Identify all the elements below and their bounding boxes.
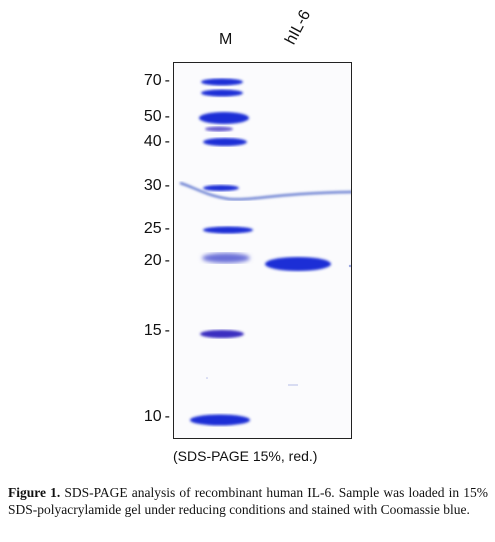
ladder-band-20 [202, 253, 250, 263]
ladder-band-70 [201, 78, 243, 86]
marker-label-20: 20- [143, 252, 170, 269]
marker-label-30: 30- [143, 177, 170, 194]
ladder-band-45 [205, 126, 233, 132]
ladder-band-30 [203, 185, 239, 191]
ladder-band-60 [201, 89, 243, 97]
marker-label-70: 70- [143, 72, 170, 89]
ladder-band-40 [203, 138, 247, 146]
marker-label-25: 25- [143, 220, 170, 237]
figure-caption: Figure 1. SDS-PAGE analysis of recombina… [8, 484, 488, 518]
ladder-band-25 [203, 226, 253, 234]
gel-speck [206, 377, 208, 379]
sample-band-il6 [265, 257, 331, 271]
marker-label-10: 10- [143, 408, 170, 425]
lane-label-marker: M [219, 31, 233, 48]
ladder-band-15 [200, 330, 244, 338]
lane-label-sample: hIL-6 [282, 7, 315, 48]
gel-speck [348, 264, 351, 268]
caption-label: Figure 1. [8, 485, 61, 500]
gel-bands [179, 78, 351, 426]
marker-label-50: 50- [143, 108, 170, 125]
gel-image [173, 62, 352, 439]
marker-label-15: 15- [143, 322, 170, 339]
gel-condition-text: (SDS-PAGE 15%, red.) [173, 448, 318, 464]
marker-label-40: 40- [143, 133, 170, 150]
gel-front-line [179, 182, 351, 201]
caption-text: SDS-PAGE analysis of recombinant human I… [8, 485, 489, 517]
ladder-band-10 [190, 414, 250, 426]
ladder-band-50 [199, 112, 249, 124]
